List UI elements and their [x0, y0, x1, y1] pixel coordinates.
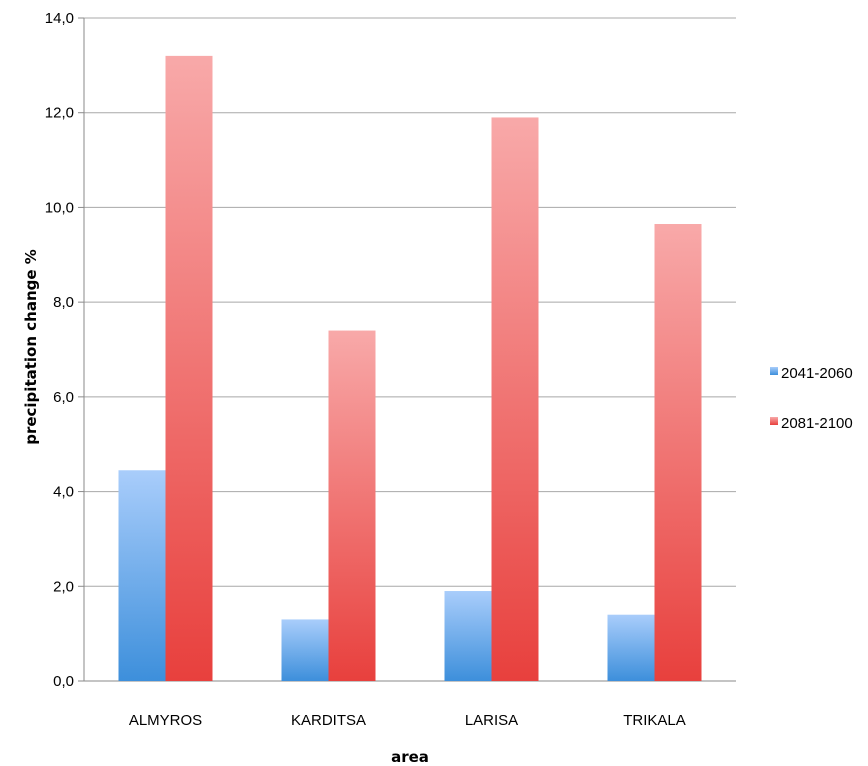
bar-2041-2060-karditsa: [281, 619, 329, 681]
y-tick-label: 2,0: [53, 578, 74, 595]
bar-2041-2060-larisa: [444, 591, 492, 681]
legend-label: 2041-2060: [781, 365, 853, 382]
y-tick-label: 14,0: [45, 10, 74, 27]
legend: 2041-2060 2081-2100: [770, 365, 853, 432]
x-tick-label: ALMYROS: [129, 712, 202, 729]
y-tick-label: 10,0: [45, 199, 74, 216]
bar-2081-2100-karditsa: [328, 330, 376, 681]
bar-2081-2100-larisa: [491, 117, 539, 681]
legend-swatch: [770, 367, 778, 375]
bar-2041-2060-almyros: [118, 470, 166, 681]
x-axis-ticks: ALMYROS KARDITSA LARISA TRIKALA: [129, 712, 686, 729]
bar-2041-2060-trikala: [607, 614, 655, 681]
y-tick-label: 0,0: [53, 673, 74, 690]
y-axis-ticks: 0,0 2,0 4,0 6,0 8,0 10,0 12,0 14,0: [45, 10, 74, 690]
y-tick-label: 4,0: [53, 484, 74, 501]
bars: [118, 55, 702, 681]
y-axis-title: precipitation change %: [22, 249, 40, 445]
bar-2081-2100-almyros: [165, 55, 213, 681]
y-tick-label: 8,0: [53, 294, 74, 311]
x-tick-label: LARISA: [465, 712, 518, 729]
x-axis-title: area: [391, 748, 429, 766]
bar-2081-2100-trikala: [654, 224, 702, 681]
legend-label: 2081-2100: [781, 415, 853, 432]
legend-swatch: [770, 417, 778, 425]
y-tick-label: 12,0: [45, 105, 74, 122]
x-tick-label: KARDITSA: [291, 712, 366, 729]
y-tick-label: 6,0: [53, 389, 74, 406]
x-tick-label: TRIKALA: [623, 712, 686, 729]
